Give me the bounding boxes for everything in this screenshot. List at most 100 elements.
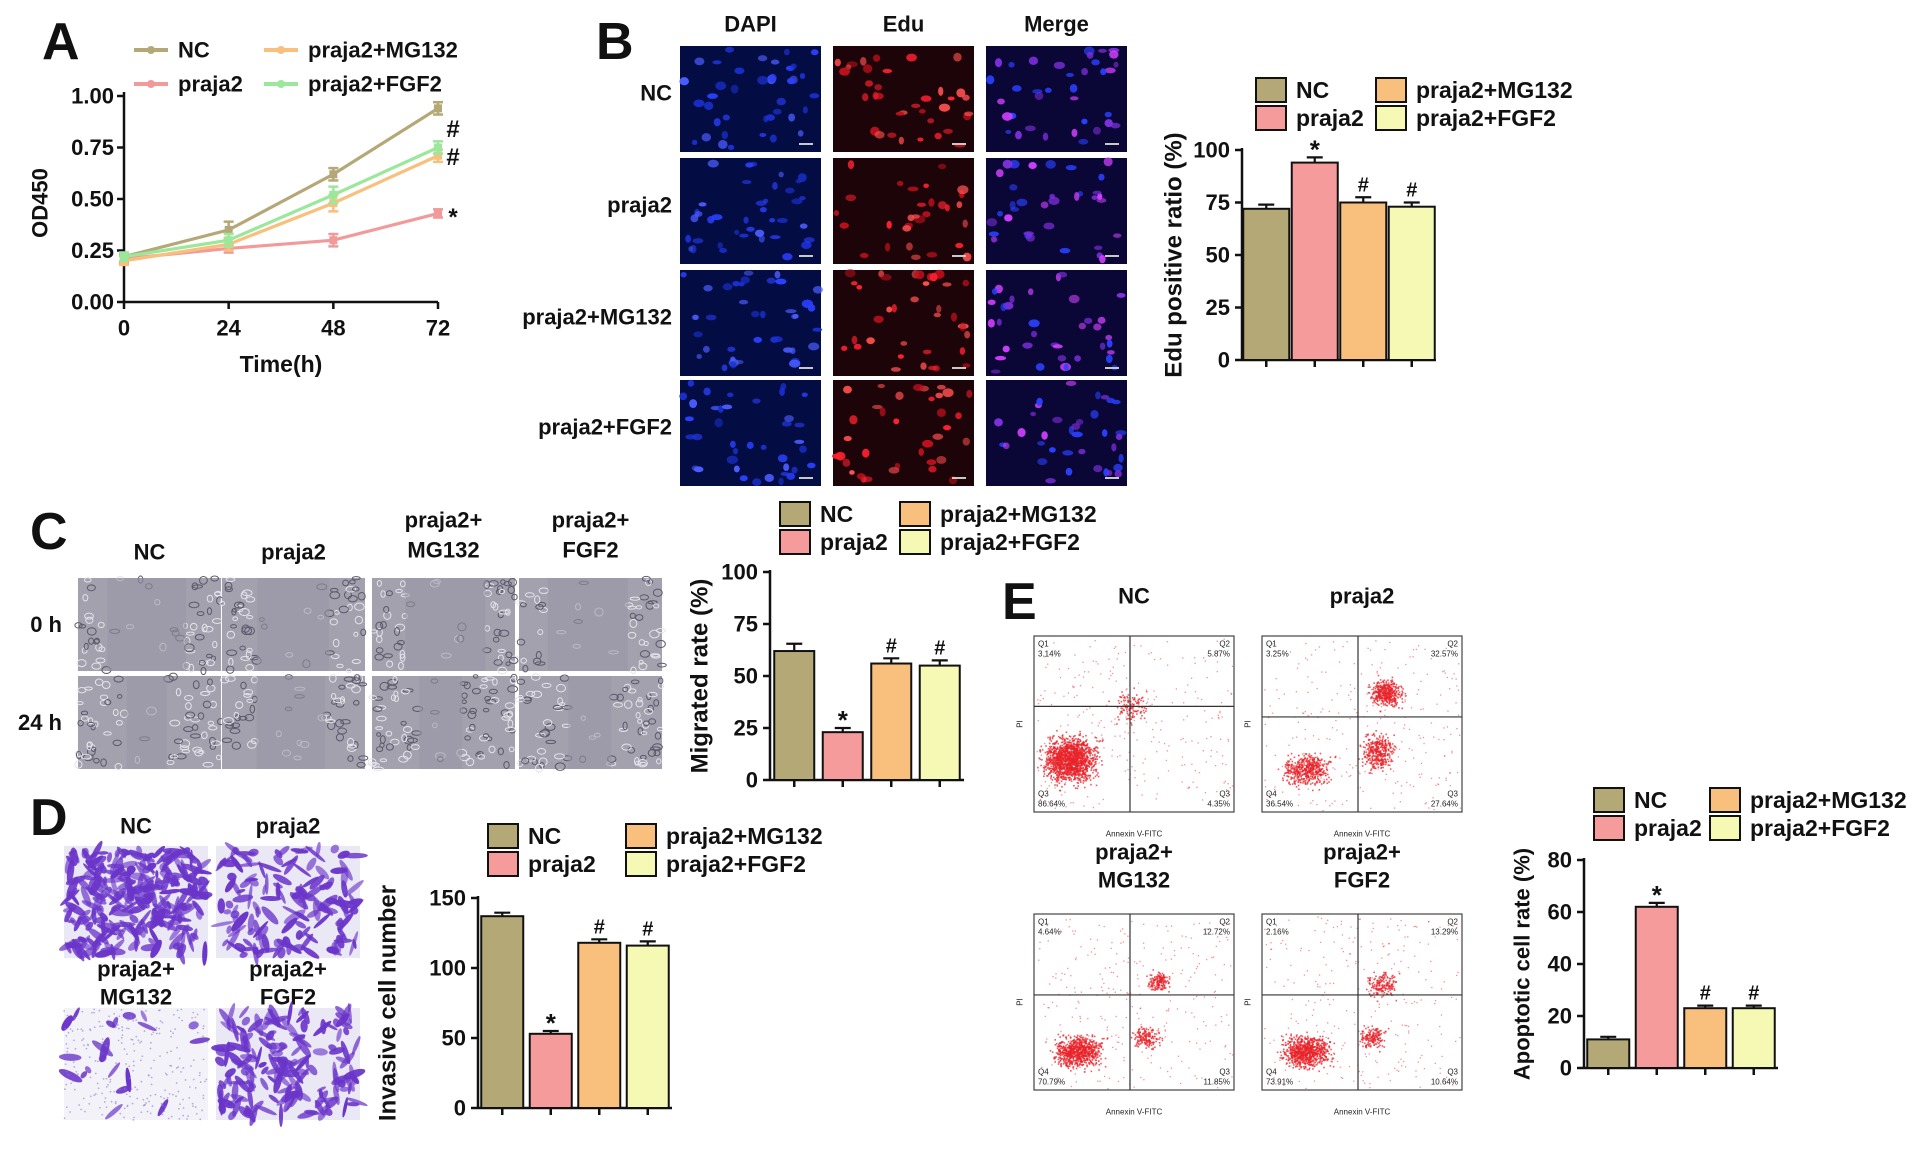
- d-stained-cell: [242, 938, 253, 948]
- d-pore-dot: [71, 1030, 74, 1032]
- d-stained-cell: [302, 946, 320, 959]
- d-stained-cell: [295, 930, 303, 940]
- b-micrograph-edu-nucleus: [907, 214, 915, 222]
- d-stained-cell: [247, 927, 256, 936]
- e-event-dot: [1307, 770, 1310, 773]
- e-event-dot: [1060, 741, 1063, 744]
- e-event-dot: [1129, 700, 1132, 703]
- b-micrograph-merge-nucleus: [1069, 83, 1078, 93]
- e-event-dot: [1383, 691, 1385, 694]
- e-event-dot: [1393, 700, 1395, 703]
- e-event-dot: [1070, 765, 1073, 767]
- c-cell: [327, 721, 336, 731]
- e-event-dot: [1303, 755, 1305, 757]
- c-wound-gap: [107, 578, 187, 671]
- e-event-dot: [1060, 737, 1063, 740]
- b-micrograph-edu-nucleus: [851, 335, 858, 345]
- b-micrograph-edu-nucleus: [959, 347, 966, 355]
- e-event-dot: [1069, 735, 1072, 738]
- e-event-dot: [1382, 681, 1385, 684]
- e-event-dot: [1072, 748, 1075, 751]
- e-event-dot: [1391, 676, 1394, 679]
- e-event-dot: [1061, 785, 1063, 788]
- c-cell: [403, 735, 414, 745]
- e-event-dot: [1077, 782, 1080, 784]
- b-micrograph-dapi-nucleus: [739, 475, 748, 482]
- e-event-dot: [1074, 775, 1076, 778]
- e-event-dot: [1070, 763, 1072, 766]
- d-stained-cell: [91, 947, 97, 959]
- e-event-dot: [1067, 767, 1070, 769]
- e-event-dot: [1145, 710, 1147, 712]
- c-cell: [246, 698, 254, 703]
- d-image-label: praja2: [256, 814, 321, 839]
- d-stained-cell: [81, 847, 89, 859]
- d-stained-cell: [247, 1087, 254, 1110]
- e-event-dot: [1380, 694, 1382, 696]
- e-event-dot: [1052, 757, 1055, 760]
- e-event-dot: [1318, 763, 1320, 766]
- e-event-dot: [1301, 770, 1304, 773]
- d-stained-cell: [228, 1080, 250, 1085]
- b-micrograph-edu-nucleus: [872, 91, 879, 100]
- b-micrograph-edu-nucleus: [862, 448, 870, 458]
- e-event-dot: [1049, 736, 1051, 738]
- e-event-dot: [1230, 693, 1233, 695]
- e-event-dot: [1057, 764, 1059, 767]
- e-event-dot: [1379, 684, 1382, 687]
- c-cell: [517, 694, 524, 700]
- a-data-point: [120, 252, 128, 261]
- d-stained-cell: [187, 852, 197, 864]
- e-event-dot: [1384, 686, 1386, 689]
- e-event-dot: [1084, 752, 1086, 755]
- e-event-dot: [1313, 767, 1315, 769]
- e-event-dot: [1086, 744, 1088, 746]
- b-micrograph-dapi-nucleus: [753, 336, 763, 343]
- e-event-dot: [1305, 764, 1308, 767]
- e-event-dot: [1119, 713, 1121, 715]
- d-pore-dot: [101, 1113, 104, 1116]
- e-event-dot: [1092, 765, 1095, 767]
- e-event-dot: [1156, 751, 1158, 753]
- a-legend-label: NC: [178, 38, 210, 63]
- b-micrograph-dapi-nucleus: [703, 387, 711, 396]
- d-pore-dot: [192, 1105, 194, 1108]
- d-pore-dot: [153, 1059, 155, 1062]
- e-event-dot: [1125, 708, 1128, 711]
- e-event-dot: [1074, 766, 1076, 769]
- b-micrograph-merge-nucleus: [1092, 190, 1102, 195]
- e-event-dot: [1048, 759, 1051, 762]
- e-event-dot: [1300, 781, 1302, 784]
- e-event-dot: [1294, 775, 1297, 777]
- b-legend-label: praja2+MG132: [1416, 77, 1573, 103]
- b-row-label: praja2+MG132: [522, 305, 672, 330]
- e-event-dot: [1102, 739, 1104, 741]
- e-event-dot: [1081, 756, 1083, 759]
- e-event-dot: [1092, 714, 1094, 716]
- c-cell: [385, 743, 394, 751]
- c-cell: [100, 758, 107, 767]
- e-event-dot: [1049, 747, 1052, 749]
- e-event-dot: [1080, 744, 1083, 747]
- e-event-dot: [1304, 772, 1307, 774]
- d-pore-dot: [93, 1008, 96, 1011]
- e-event-dot: [1125, 689, 1127, 691]
- d-stained-cell: [273, 939, 280, 948]
- d-image-label: NC: [120, 814, 152, 839]
- c-bar: [773, 650, 816, 781]
- e-event-dot: [1115, 680, 1117, 682]
- d-stained-cell: [313, 913, 331, 929]
- e-event-dot: [1118, 702, 1121, 705]
- c-cell: [627, 688, 637, 694]
- c-cell: [375, 647, 384, 654]
- e-event-dot: [1062, 764, 1065, 766]
- c-cell: [530, 673, 541, 681]
- e-event-dot: [1092, 757, 1094, 760]
- d-pore-dot: [128, 1065, 131, 1068]
- b-micrograph-dapi-nucleus: [799, 445, 807, 453]
- e-event-dot: [1054, 778, 1056, 781]
- e-event-dot: [1380, 702, 1383, 705]
- e-event-dot: [1372, 692, 1374, 695]
- e-event-dot: [1049, 756, 1052, 759]
- b-micrograph-dapi-nucleus: [757, 55, 768, 62]
